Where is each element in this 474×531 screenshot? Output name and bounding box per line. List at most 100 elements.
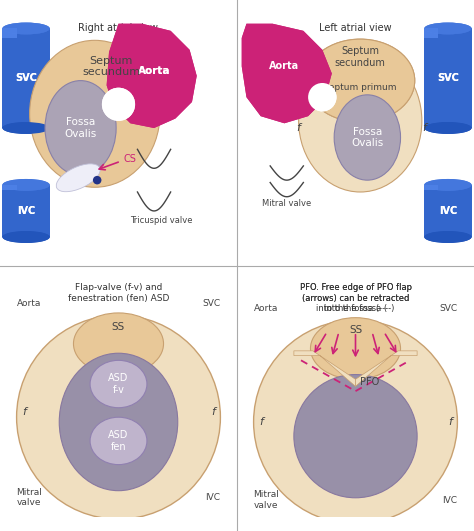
Text: Septum primum: Septum primum [323,83,397,92]
Bar [2,185,50,237]
Polygon shape [107,24,197,128]
Bar [2,29,50,128]
Text: PFO. Free edge of PFO flap
(arrows) can be retracted
into the fossa (: PFO. Free edge of PFO flap (arrows) can … [300,284,411,313]
Bar [2,29,17,38]
Ellipse shape [2,22,50,35]
Polygon shape [107,24,197,128]
Bar [2,185,17,190]
Ellipse shape [102,88,135,121]
Text: Aorta: Aorta [254,304,278,313]
Ellipse shape [306,39,415,122]
Ellipse shape [424,231,472,243]
Text: Aorta: Aorta [138,66,170,76]
Ellipse shape [45,81,116,175]
Bar [2,29,50,128]
Text: Aorta: Aorta [269,62,300,71]
Bar [424,29,438,38]
Text: PFO. Free edge of PFO flap
(arrows) can be retracted
into the fossa (----): PFO. Free edge of PFO flap (arrows) can … [300,284,411,313]
Ellipse shape [306,39,415,122]
Text: ASD
fen: ASD fen [109,430,128,452]
Text: f: f [22,407,26,417]
Ellipse shape [424,22,472,35]
Circle shape [254,320,457,524]
Text: IVC: IVC [439,206,457,216]
Text: Right atrial view: Right atrial view [79,22,158,32]
Text: PFO: PFO [360,376,379,387]
Text: CS: CS [123,154,136,164]
Text: Fossa
Ovalis: Fossa Ovalis [351,127,383,148]
Ellipse shape [204,322,228,365]
Text: SVC: SVC [15,73,37,83]
Polygon shape [294,351,356,387]
Circle shape [294,374,417,498]
Ellipse shape [2,22,50,35]
Ellipse shape [424,122,472,134]
Bar [424,185,438,190]
Ellipse shape [59,353,178,491]
Text: Septum
secundum: Septum secundum [335,46,386,68]
Ellipse shape [441,327,465,370]
Ellipse shape [334,95,401,180]
Bar [424,29,472,128]
Text: Aorta: Aorta [269,62,300,71]
Text: SVC: SVC [202,299,220,308]
Ellipse shape [73,313,164,374]
Ellipse shape [424,179,472,191]
Text: f: f [422,123,426,133]
Bar [424,29,438,38]
Text: IVC: IVC [17,206,35,216]
Ellipse shape [424,179,472,191]
Ellipse shape [424,122,472,134]
Ellipse shape [424,22,472,35]
Text: SS: SS [349,324,362,335]
Text: SVC: SVC [439,304,457,313]
Text: SVC: SVC [15,73,37,83]
Text: f: f [259,417,263,427]
Text: f: f [448,417,452,427]
Bar [2,29,17,38]
Ellipse shape [29,40,160,187]
Ellipse shape [102,88,135,121]
Text: Left atrial view: Left atrial view [319,22,392,32]
Bar [424,185,472,237]
Text: IVC: IVC [442,495,457,504]
Text: IVC: IVC [205,493,220,502]
Ellipse shape [56,164,100,192]
Circle shape [93,176,101,184]
Text: Fossa
Ovalis: Fossa Ovalis [64,117,97,139]
Text: IVC: IVC [439,206,457,216]
Text: Mitral
valve: Mitral valve [17,488,43,508]
Bar [424,185,438,190]
Text: Tricuspid valve: Tricuspid valve [130,216,192,225]
Ellipse shape [9,322,33,365]
Ellipse shape [424,231,472,243]
Bar [2,185,17,190]
Text: Flap-valve (f-v) and
fenestration (fen) ASD: Flap-valve (f-v) and fenestration (fen) … [68,284,169,303]
Circle shape [17,315,220,519]
Ellipse shape [299,50,422,192]
Text: f: f [297,123,301,133]
Ellipse shape [308,83,337,112]
Text: Mitral valve: Mitral valve [262,199,311,208]
Bar [424,185,472,237]
Ellipse shape [90,417,147,465]
Polygon shape [242,24,332,123]
Text: SVC: SVC [437,73,459,83]
Bar [424,29,472,128]
Text: SS: SS [112,322,125,332]
Polygon shape [356,351,417,387]
Text: Septum
secundum: Septum secundum [82,56,140,77]
Ellipse shape [246,327,270,370]
Polygon shape [242,24,332,123]
Bar [2,185,50,237]
Text: SVC: SVC [437,73,459,83]
Ellipse shape [2,122,50,134]
Ellipse shape [2,231,50,243]
Text: Mitral
valve: Mitral valve [254,491,280,510]
Text: f: f [211,407,215,417]
Ellipse shape [310,318,401,379]
Ellipse shape [2,179,50,191]
Ellipse shape [2,179,50,191]
Text: IVC: IVC [17,206,35,216]
Text: Aorta: Aorta [17,299,41,308]
